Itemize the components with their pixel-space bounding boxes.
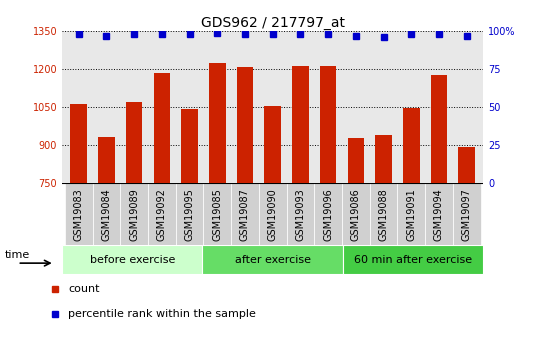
Bar xyxy=(126,102,143,345)
Bar xyxy=(375,135,392,345)
Title: GDS962 / 217797_at: GDS962 / 217797_at xyxy=(201,16,345,30)
Text: GSM19097: GSM19097 xyxy=(462,188,471,241)
Bar xyxy=(237,67,253,345)
Text: GSM19089: GSM19089 xyxy=(129,188,139,240)
Bar xyxy=(265,107,281,345)
Bar xyxy=(231,183,259,245)
Text: 60 min after exercise: 60 min after exercise xyxy=(354,255,472,265)
Text: GSM19085: GSM19085 xyxy=(212,188,222,241)
Bar xyxy=(343,245,483,274)
Bar xyxy=(202,245,343,274)
Bar xyxy=(120,183,148,245)
Bar xyxy=(204,183,231,245)
Bar xyxy=(370,183,397,245)
Bar xyxy=(65,183,92,245)
Text: GSM19090: GSM19090 xyxy=(268,188,278,240)
Text: GSM19094: GSM19094 xyxy=(434,188,444,240)
Bar xyxy=(458,147,475,345)
Text: GSM19092: GSM19092 xyxy=(157,188,167,241)
Text: GSM19087: GSM19087 xyxy=(240,188,250,241)
Text: GSM19083: GSM19083 xyxy=(74,188,84,240)
Bar xyxy=(403,108,420,345)
Bar xyxy=(176,183,204,245)
Bar xyxy=(314,183,342,245)
Text: GSM19086: GSM19086 xyxy=(351,188,361,240)
Text: GSM19091: GSM19091 xyxy=(406,188,416,240)
Text: GSM19095: GSM19095 xyxy=(185,188,194,241)
Bar xyxy=(92,183,120,245)
Bar xyxy=(259,183,287,245)
Bar xyxy=(397,183,425,245)
Bar xyxy=(70,104,87,345)
Bar xyxy=(181,109,198,345)
Text: percentile rank within the sample: percentile rank within the sample xyxy=(68,309,256,318)
Text: GSM19096: GSM19096 xyxy=(323,188,333,240)
Bar xyxy=(453,183,481,245)
Bar xyxy=(348,138,364,345)
Bar xyxy=(425,183,453,245)
Bar xyxy=(209,63,226,345)
Text: GSM19088: GSM19088 xyxy=(379,188,389,240)
Bar xyxy=(320,66,336,345)
Text: before exercise: before exercise xyxy=(90,255,175,265)
Text: count: count xyxy=(68,284,100,294)
Bar xyxy=(98,137,114,345)
Bar xyxy=(431,75,447,345)
Bar xyxy=(342,183,370,245)
Text: time: time xyxy=(5,250,30,260)
Bar xyxy=(148,183,176,245)
Bar xyxy=(292,66,309,345)
Text: GSM19093: GSM19093 xyxy=(295,188,306,240)
Bar xyxy=(153,73,170,345)
Text: after exercise: after exercise xyxy=(235,255,310,265)
Bar xyxy=(287,183,314,245)
Bar xyxy=(62,245,202,274)
Text: GSM19084: GSM19084 xyxy=(102,188,111,240)
